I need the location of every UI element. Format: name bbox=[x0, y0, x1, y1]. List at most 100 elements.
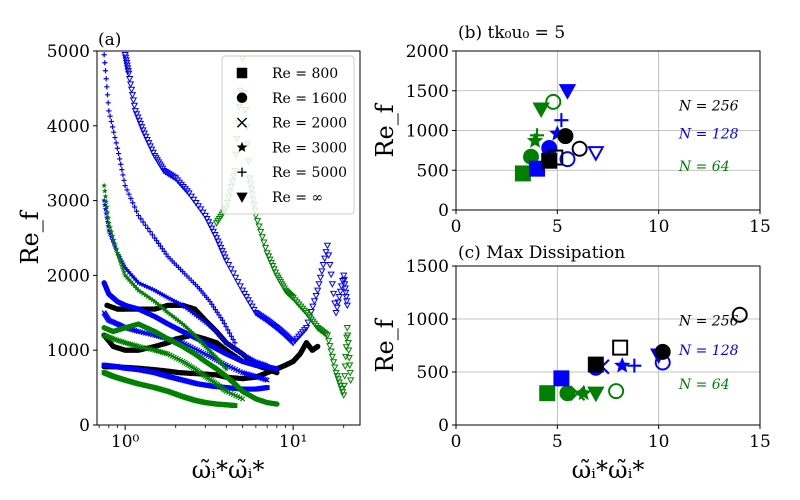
triangle-marker bbox=[125, 76, 134, 83]
data-point bbox=[133, 285, 140, 291]
plus-marker bbox=[135, 212, 142, 219]
data-point bbox=[332, 310, 340, 317]
legend-entry: Re = 5000 bbox=[237, 165, 347, 181]
triangle-marker bbox=[327, 348, 335, 356]
triangle-marker bbox=[224, 261, 233, 269]
legend-entry: Re = 1600 bbox=[236, 91, 347, 107]
data-point bbox=[322, 331, 330, 339]
y-tick-label: 3000 bbox=[47, 192, 90, 212]
star-marker bbox=[129, 273, 136, 279]
data-point bbox=[329, 290, 338, 298]
data-point bbox=[346, 369, 354, 377]
data-point bbox=[149, 149, 157, 157]
data-point bbox=[106, 220, 112, 226]
triangle-marker bbox=[146, 143, 154, 150]
data-point bbox=[126, 191, 132, 197]
data-point bbox=[554, 113, 569, 128]
plus-marker bbox=[154, 238, 160, 244]
plus-marker bbox=[122, 183, 128, 189]
triangle-marker bbox=[192, 199, 200, 207]
data-point bbox=[132, 111, 141, 118]
plus-marker bbox=[159, 246, 165, 252]
x-tick-label: 10 bbox=[648, 432, 670, 452]
triangle-marker bbox=[185, 190, 193, 197]
x-tick-label: 10¹ bbox=[279, 432, 307, 452]
data-point bbox=[258, 234, 266, 241]
x-marker bbox=[236, 117, 248, 128]
triangle-marker bbox=[333, 304, 341, 312]
panel-b-label-n128: N = 128 bbox=[678, 126, 739, 142]
triangle-marker bbox=[234, 279, 242, 286]
data-point bbox=[135, 117, 143, 125]
legend-marker bbox=[236, 141, 248, 152]
data-point bbox=[309, 303, 317, 311]
data-point bbox=[271, 269, 280, 277]
data-point bbox=[575, 384, 592, 401]
triangle-marker bbox=[190, 196, 198, 204]
triangle-marker bbox=[307, 308, 315, 316]
data-point bbox=[231, 274, 240, 282]
circle-marker bbox=[654, 343, 671, 360]
triangle-marker bbox=[343, 302, 351, 310]
triangle-marker bbox=[238, 287, 247, 295]
triangle-marker bbox=[253, 218, 262, 225]
plus-marker bbox=[207, 298, 213, 305]
data-point bbox=[234, 279, 242, 286]
triangle-marker bbox=[331, 364, 339, 372]
triangle-marker bbox=[341, 285, 349, 293]
data-point bbox=[108, 228, 115, 235]
triangle-marker bbox=[321, 255, 329, 263]
series-n-128-re-inf bbox=[121, 52, 351, 347]
data-point bbox=[346, 362, 354, 369]
x-tick-label: 10⁰ bbox=[111, 432, 140, 452]
triangle-marker bbox=[346, 369, 354, 377]
data-point bbox=[140, 130, 148, 138]
data-point bbox=[270, 266, 278, 273]
data-point bbox=[104, 84, 110, 90]
y-tick-label: 4000 bbox=[47, 117, 90, 137]
triangle-marker bbox=[209, 228, 217, 236]
series-n-64-re-1600 bbox=[101, 321, 280, 407]
plus-marker bbox=[218, 315, 224, 321]
data-point bbox=[571, 140, 588, 157]
data-point bbox=[334, 376, 342, 383]
y-tick-label: 2000 bbox=[406, 42, 449, 62]
triangle-marker bbox=[304, 319, 312, 327]
triangle-marker bbox=[212, 235, 221, 242]
panel-c-plot-area bbox=[539, 306, 748, 403]
y-tick-label: 0 bbox=[438, 416, 449, 436]
data-point bbox=[261, 244, 270, 252]
data-point bbox=[210, 304, 217, 310]
panel-a: 0 1000 2000 3000 4000 5000 10⁰ 10¹ (a) Re_f ω̃ᵢ… bbox=[16, 30, 361, 484]
square-marker bbox=[539, 385, 556, 402]
plus-marker bbox=[147, 228, 153, 235]
star-marker bbox=[107, 224, 113, 230]
data-point bbox=[337, 385, 346, 393]
triangle-marker bbox=[266, 256, 274, 264]
series-n-64-re-2000 bbox=[101, 332, 246, 402]
data-point bbox=[341, 285, 349, 293]
data-point bbox=[274, 401, 280, 407]
triangle-marker bbox=[332, 369, 340, 377]
data-point bbox=[343, 325, 351, 332]
data-point bbox=[224, 261, 233, 269]
triangle-marker bbox=[347, 377, 355, 384]
data-point bbox=[209, 301, 215, 307]
legend-label: Re = ∞ bbox=[272, 190, 323, 206]
plus-marker bbox=[133, 208, 140, 214]
plus-marker bbox=[138, 216, 144, 222]
circle-marker bbox=[571, 140, 588, 157]
data-point bbox=[129, 280, 136, 287]
plus-marker bbox=[221, 320, 227, 327]
triangle-marker bbox=[319, 261, 327, 269]
legend-entry: Re = 2000 bbox=[236, 116, 347, 132]
data-point bbox=[327, 271, 335, 279]
triangle-marker bbox=[532, 102, 550, 119]
data-point bbox=[255, 223, 263, 231]
data-point bbox=[214, 238, 222, 246]
data-point bbox=[232, 340, 238, 346]
triangle-marker bbox=[269, 263, 277, 270]
data-point bbox=[218, 315, 224, 321]
data-point bbox=[126, 276, 132, 283]
data-point bbox=[322, 249, 330, 256]
